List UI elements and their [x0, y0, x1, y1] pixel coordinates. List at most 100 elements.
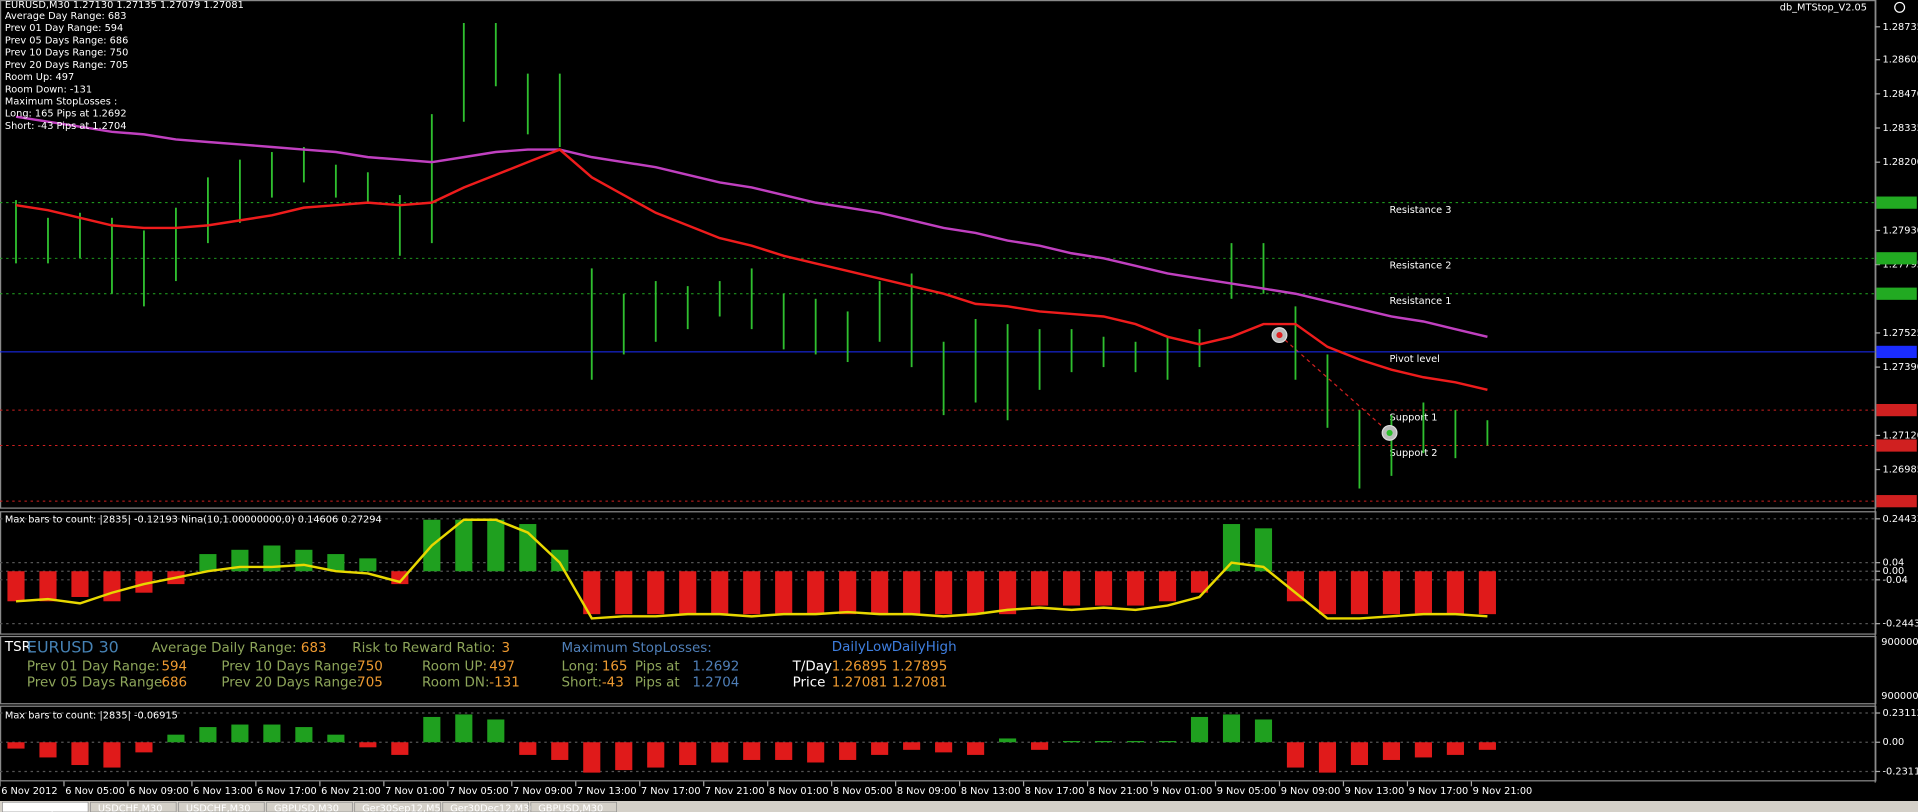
histogram-bar — [583, 571, 601, 615]
histogram-bar — [1190, 716, 1209, 743]
panel-title: Max bars to count: |2835| -0.06915 — [5, 710, 178, 721]
histogram-bar — [135, 571, 153, 593]
histogram-bar — [263, 545, 281, 572]
symbol-tab-label[interactable]: EURUSD,M30 — [10, 803, 75, 812]
histogram-bar — [1382, 742, 1400, 760]
symbol-tab[interactable] — [354, 801, 441, 812]
histogram-bar — [775, 742, 793, 760]
tsr-text: Risk to Reward Ratio: — [352, 641, 495, 656]
histogram-bar — [1094, 571, 1113, 606]
level-price-box — [1876, 403, 1917, 417]
histogram-bar — [1350, 742, 1369, 766]
tsr-header: DailyLow — [832, 640, 892, 655]
level-price-box — [1876, 196, 1917, 209]
info-line: Room Up: 497 — [5, 72, 74, 83]
x-tick-label: 8 Nov 21:00 — [1089, 786, 1149, 797]
y-tick-label: 1.28470 — [1883, 89, 1918, 100]
histogram-bar — [295, 549, 313, 572]
x-tick-label: 7 Nov 05:00 — [449, 786, 509, 797]
x-tick-label: 9 Nov 05:00 — [1217, 786, 1277, 797]
tsr-value: 1.27081 — [832, 675, 888, 690]
tsr-text: Long: — [561, 659, 598, 674]
tsr-text: Room UP: — [422, 659, 487, 674]
level-label: Support 2 — [1390, 448, 1438, 459]
histogram-bar — [135, 742, 153, 753]
trade-line — [1279, 334, 1390, 434]
histogram-bar — [551, 549, 569, 572]
level-price-box — [1876, 345, 1917, 359]
histogram-bar — [7, 571, 25, 602]
tsr-text: Pips at — [635, 675, 680, 690]
tsr-value: 1.27081 — [892, 675, 948, 690]
tsr-header: DailyHigh — [892, 640, 957, 655]
y-tick-label: 1.27525 — [1883, 328, 1918, 339]
histogram-bar — [327, 554, 345, 572]
histogram-bar — [231, 724, 249, 743]
histogram-bar — [1478, 742, 1496, 750]
signal-line — [15, 518, 1488, 620]
tsr-text: Average Daily Range: — [152, 641, 297, 656]
symbol-tab[interactable] — [266, 801, 353, 812]
histogram-bar — [935, 742, 953, 753]
x-tick-label: 9 Nov 21:00 — [1473, 786, 1533, 797]
histogram-bar — [7, 742, 25, 749]
histogram-bar — [1094, 740, 1113, 743]
histogram-bar — [1063, 740, 1081, 743]
symbol-tab-label[interactable]: Ger30Sep12,M5 — [362, 803, 441, 812]
panel-title: Max bars to count: |2835| -0.12193 Nina(… — [5, 515, 382, 526]
symbol-tab-label[interactable]: GBPUSD,M30 — [274, 803, 339, 812]
histogram-bar — [1222, 714, 1241, 743]
histogram-bar — [615, 742, 633, 771]
symbol-tab[interactable] — [442, 801, 529, 812]
histogram-bar — [1446, 571, 1464, 615]
histogram-bar — [839, 571, 857, 615]
info-line: Prev 01 Day Range: 594 — [5, 23, 123, 34]
symbol-tab[interactable] — [178, 801, 265, 812]
y-tick-label: 0.00 — [1883, 566, 1905, 577]
histogram-bar — [871, 571, 889, 615]
histogram-bar — [647, 742, 665, 768]
symbol-tab-label[interactable]: USDCHF,M30 — [186, 803, 251, 812]
level-label: Pivot level — [1390, 354, 1440, 365]
info-line: Room Down: -131 — [5, 84, 92, 95]
histogram-bar — [807, 571, 825, 615]
y-tick-label: 1.27390 — [1883, 362, 1918, 373]
tsr-value: 3 — [502, 641, 511, 656]
histogram-bar — [1318, 742, 1337, 773]
symbol-tab[interactable] — [2, 801, 89, 812]
tsr-value: 1.27895 — [892, 659, 948, 674]
symbol-tab-label[interactable]: Ger30Dec12,M30 — [450, 803, 535, 812]
tsr-value: -131 — [489, 675, 520, 690]
histogram-bar — [359, 558, 377, 572]
symbol-tab[interactable] — [530, 801, 617, 812]
histogram-bar — [999, 738, 1017, 743]
tsr-value: 1.2704 — [692, 675, 739, 690]
symbol-tab-label[interactable]: GBPUSD,M30 — [538, 803, 603, 812]
histogram-bar — [967, 571, 985, 615]
tsr-text: Prev 10 Days Range: — [221, 659, 361, 674]
tsr-value: 705 — [357, 675, 383, 690]
level-price-box — [1876, 252, 1917, 265]
y-tick-label: -0.04 — [1883, 575, 1908, 586]
x-tick-label: 7 Nov 13:00 — [577, 786, 637, 797]
tsr-value: 686 — [161, 675, 187, 690]
symbol-tab-label[interactable]: USDCHF,M30 — [98, 803, 163, 812]
symbol-tab[interactable] — [90, 801, 177, 812]
tab-bar — [0, 800, 1918, 812]
tsr-text: Prev 20 Days Range: — [221, 675, 361, 690]
histogram-bar — [871, 742, 889, 755]
target-signal-dot — [1386, 429, 1393, 436]
x-tick-label: 9 Nov 09:00 — [1281, 786, 1341, 797]
level-price-box — [1876, 495, 1917, 508]
tsr-panel: TSR EURUSD 30 Average Daily Range: 683 R… — [4, 637, 1918, 702]
histogram-bar — [39, 742, 57, 758]
histogram-bar — [103, 571, 121, 602]
histogram-bar — [1063, 571, 1081, 606]
histogram-bar — [39, 571, 57, 602]
histogram-bar — [423, 716, 441, 743]
histogram-bar — [1350, 571, 1369, 615]
histogram-bar — [1158, 740, 1177, 743]
x-tick-label: 8 Nov 01:00 — [769, 786, 829, 797]
tsr-value: -43 — [602, 675, 624, 690]
